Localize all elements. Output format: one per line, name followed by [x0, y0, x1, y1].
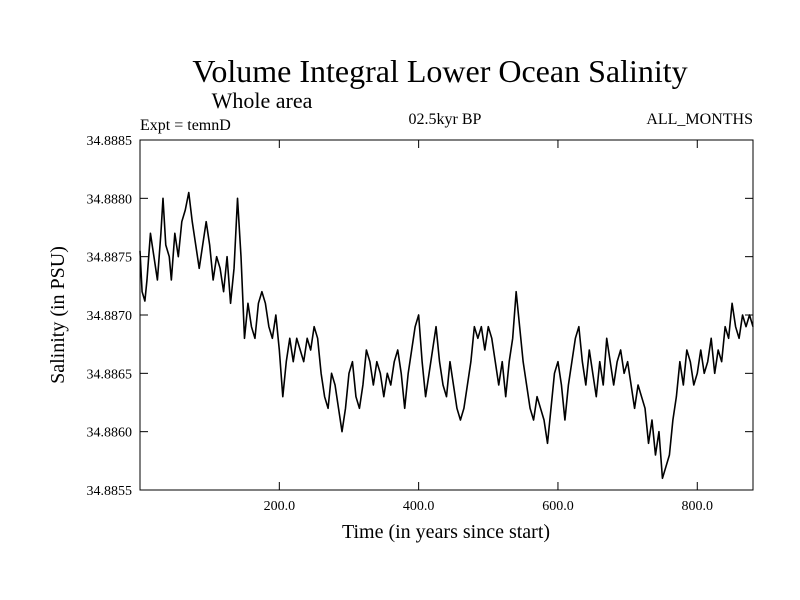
- y-tick-label: 34.8885: [87, 134, 133, 149]
- x-tick-label: 400.0: [403, 499, 435, 514]
- y-tick-label: 34.8870: [87, 309, 133, 324]
- x-axis-label: Time (in years since start): [342, 521, 550, 543]
- y-axis-ticks: 34.8855 34.8860 34.8865 34.8870 34.8875 34.88…: [87, 134, 753, 499]
- x-axis-ticks: 200.0 400.0 600.0 800.0: [264, 140, 713, 514]
- y-axis-label: Salinity (in PSU): [47, 246, 69, 384]
- x-tick-label: 600.0: [542, 499, 574, 514]
- y-tick-label: 34.8875: [87, 251, 133, 266]
- y-tick-label: 34.8880: [87, 192, 133, 207]
- salinity-series-line: [139, 191, 754, 480]
- chart-subtitle: Whole area: [212, 88, 313, 113]
- months-annotation: ALL_MONTHS: [646, 111, 753, 128]
- x-tick-label: 800.0: [682, 499, 714, 514]
- period-annotation: 02.5kyr BP: [409, 111, 482, 128]
- y-tick-label: 34.8855: [87, 484, 133, 499]
- y-tick-label: 34.8860: [87, 426, 133, 441]
- experiment-annotation: Expt = temnD: [140, 117, 231, 134]
- y-tick-label: 34.8865: [87, 367, 133, 382]
- chart-title: Volume Integral Lower Ocean Salinity: [192, 53, 687, 89]
- plot-frame: [139, 139, 754, 491]
- x-tick-label: 200.0: [264, 499, 296, 514]
